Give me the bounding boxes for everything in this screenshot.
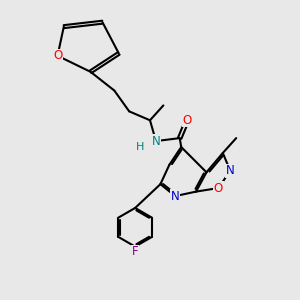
Text: N: N bbox=[226, 164, 235, 177]
Text: O: O bbox=[182, 114, 192, 127]
Text: H: H bbox=[135, 142, 144, 152]
Text: O: O bbox=[214, 182, 223, 194]
Text: F: F bbox=[132, 245, 139, 258]
Text: O: O bbox=[53, 49, 62, 62]
Text: N: N bbox=[152, 135, 160, 148]
Text: N: N bbox=[171, 190, 180, 202]
